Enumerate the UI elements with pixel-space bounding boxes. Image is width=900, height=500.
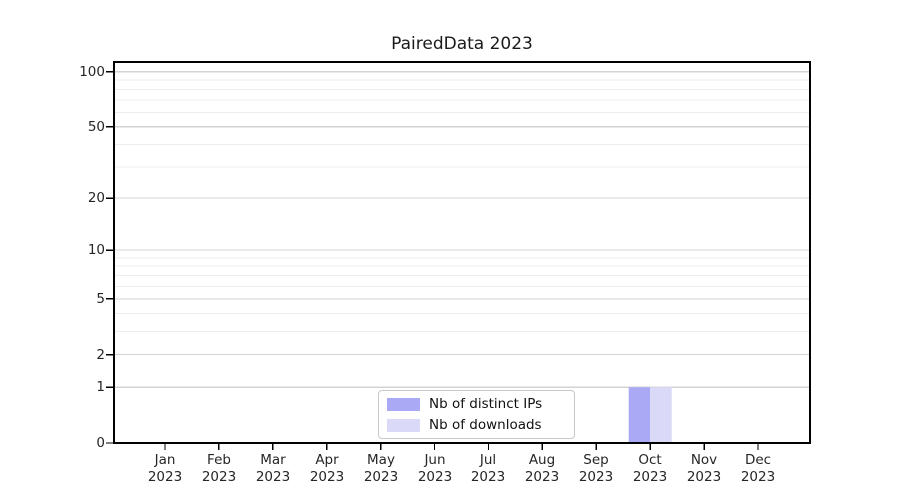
axes-frame (113, 61, 811, 444)
x-tick-label: Mar 2023 (255, 452, 291, 485)
y-tick-label: 20 (87, 190, 105, 206)
y-tick-label: 50 (87, 119, 105, 135)
y-tick-label: 2 (96, 347, 105, 363)
legend-entry-downloads: Nb of downloads (379, 417, 574, 433)
legend-entry-distinct-ips: Nb of distinct IPs (379, 396, 574, 412)
bar-downloads (650, 387, 672, 443)
x-tick-label: Feb 2023 (201, 452, 237, 485)
x-tick-label: Apr 2023 (309, 452, 345, 485)
legend-swatch-distinct-ips (387, 397, 420, 411)
bar-distinct-ips (628, 387, 651, 443)
x-tick-label: Nov 2023 (686, 452, 722, 485)
legend-swatch-downloads (387, 418, 420, 432)
chart-title: PairedData 2023 (391, 34, 533, 54)
legend: Nb of distinct IPs Nb of downloads (378, 390, 575, 439)
x-tick-label: Jun 2023 (417, 452, 453, 485)
legend-label-distinct-ips: Nb of distinct IPs (429, 396, 543, 412)
x-tick-label: Aug 2023 (524, 452, 560, 485)
y-tick-label: 5 (96, 291, 105, 307)
legend-label-downloads: Nb of downloads (429, 417, 542, 433)
x-tick-label: Jul 2023 (470, 452, 506, 485)
y-tick-label: 1 (96, 379, 105, 395)
y-tick-label: 10 (87, 242, 105, 258)
y-tick-label: 0 (96, 435, 105, 451)
x-tick-label: Dec 2023 (740, 452, 776, 485)
x-tick-label: May 2023 (363, 452, 399, 485)
x-tick-label: Oct 2023 (632, 452, 668, 485)
y-tick-label: 100 (79, 64, 105, 80)
x-tick-label: Jan 2023 (147, 452, 183, 485)
x-tick-label: Sep 2023 (578, 452, 614, 485)
